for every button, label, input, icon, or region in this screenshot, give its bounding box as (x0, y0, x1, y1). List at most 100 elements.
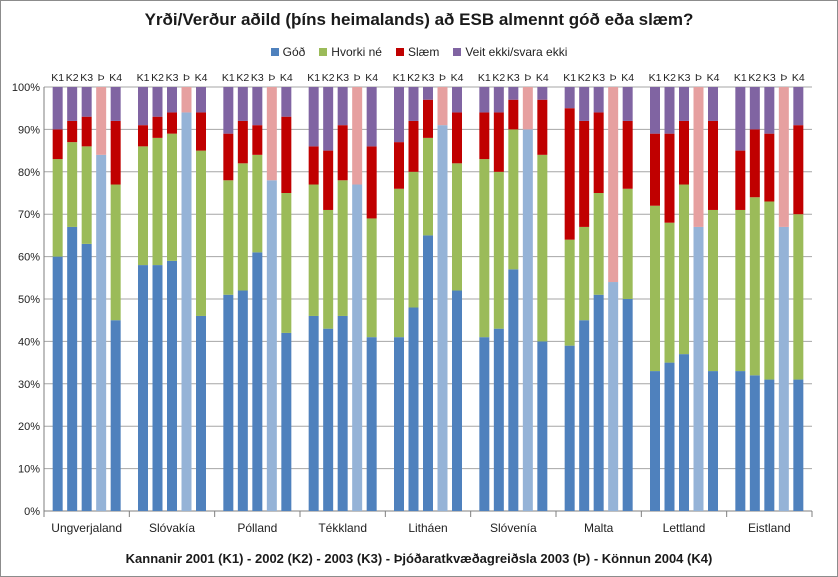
bar-label: Þ (183, 72, 190, 84)
bar-label: Þ (610, 72, 617, 84)
bar-segment (650, 205, 660, 372)
bar-segment (96, 87, 107, 155)
bar-segment (52, 87, 63, 130)
bar-segment (252, 125, 263, 155)
bar-segment (564, 108, 575, 240)
bar-label: K3 (422, 72, 435, 84)
bar-segment (564, 345, 575, 511)
bar-segment (622, 299, 633, 511)
legend-item: Slæm (395, 45, 439, 59)
bar-segment (564, 239, 575, 346)
legend-item: Veit ekki/svara ekki (453, 45, 567, 59)
bar-label: K2 (322, 72, 335, 84)
bar-segment (67, 226, 78, 512)
bar-segment (452, 290, 462, 511)
y-tick-label: 20% (18, 421, 40, 433)
bar-segment (266, 180, 277, 511)
bar-label: K1 (137, 72, 150, 84)
bar-label: K4 (365, 72, 378, 84)
bar-segment (749, 129, 760, 198)
bar-label: K3 (80, 72, 93, 84)
bar-segment (650, 133, 660, 206)
bar-segment (522, 129, 533, 511)
bar-label: K1 (563, 72, 576, 84)
bar-segment (664, 362, 675, 511)
bar-label: K3 (166, 72, 179, 84)
bar-segment (266, 87, 277, 181)
bar-segment (308, 87, 319, 147)
bar-segment (308, 315, 319, 511)
bar-segment (252, 87, 263, 126)
bar-segment (237, 120, 248, 164)
bar-segment (138, 265, 148, 511)
bar-label: K2 (66, 72, 79, 84)
bar-segment (67, 120, 78, 143)
bar-segment (493, 171, 504, 329)
bar-segment (693, 226, 704, 512)
bar-segment (778, 87, 789, 227)
y-tick-label: 30% (18, 379, 40, 391)
legend-label: Hvorki né (331, 45, 382, 59)
bar-segment (52, 129, 63, 160)
bar-label: Þ (354, 72, 361, 84)
x-category-label: Lettland (663, 521, 706, 535)
bar-label: K3 (592, 72, 605, 84)
bar-segment (593, 294, 604, 511)
bar-segment (223, 294, 234, 511)
bar-segment (608, 282, 619, 511)
bar-label: K1 (649, 72, 662, 84)
bar-segment (408, 120, 419, 172)
legend-swatch (453, 48, 462, 56)
bar-segment (679, 354, 689, 511)
bar-segment (479, 87, 490, 113)
legend-swatch (395, 48, 404, 56)
bar-label: K4 (707, 72, 720, 84)
bar-segment (196, 315, 206, 511)
bar-segment (437, 87, 448, 126)
y-tick-label: 70% (18, 209, 40, 221)
bar-label: K2 (236, 72, 249, 84)
bar-segment (764, 87, 775, 134)
bar-segment (452, 163, 462, 291)
y-tick-label: 90% (18, 124, 40, 136)
y-tick-label: 40% (18, 336, 40, 348)
bar-label: K3 (763, 72, 776, 84)
bar-segment (352, 87, 363, 185)
bar-segment (452, 112, 462, 164)
bar-segment (579, 320, 590, 511)
bar-segment (749, 375, 760, 511)
bar-segment (138, 146, 148, 266)
bar-segment (708, 87, 718, 121)
bar-segment (664, 87, 675, 134)
bar-segment (537, 99, 548, 155)
bar-segment (537, 341, 548, 511)
bar-segment (679, 87, 689, 121)
bar-label: Þ (268, 72, 275, 84)
bar-segment (764, 201, 775, 380)
bar-segment (281, 332, 292, 511)
bar-label: K4 (195, 72, 208, 84)
x-category-label: Slóvenía (490, 521, 537, 535)
bar-segment (749, 197, 760, 376)
bar-segment (537, 154, 548, 342)
bar-segment (152, 116, 163, 138)
bar-segment (693, 87, 704, 227)
bar-segment (352, 184, 363, 511)
bar-segment (622, 120, 633, 189)
bar-segment (337, 87, 348, 126)
bar-segment (493, 112, 504, 172)
bar-segment (281, 87, 292, 117)
bar-segment (735, 209, 746, 372)
bar-segment (579, 87, 590, 121)
bar-segment (196, 112, 206, 151)
bar-segment (593, 112, 604, 193)
bar-segment (323, 87, 334, 151)
bar-label: K3 (336, 72, 349, 84)
bar-segment (408, 307, 419, 511)
bar-segment (167, 133, 177, 261)
bar-segment (152, 265, 163, 511)
bar-segment (764, 133, 775, 202)
bar-segment (52, 159, 63, 257)
bar-segment (579, 120, 590, 227)
bar-segment (423, 99, 433, 138)
